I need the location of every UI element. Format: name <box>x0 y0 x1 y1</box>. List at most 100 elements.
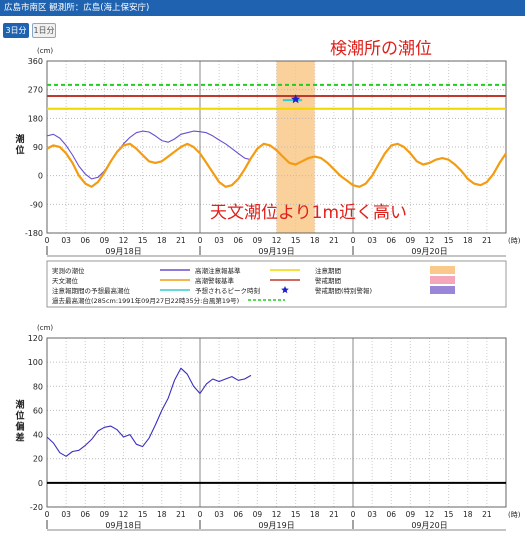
x-tick-label-1: 03 <box>61 236 71 245</box>
plot-frame <box>46 60 507 234</box>
date-label-0: 09月18日 <box>105 247 141 256</box>
x-tick-label-14: 18 <box>310 510 320 519</box>
date-label-0: 09月18日 <box>105 521 141 530</box>
x-unit-label: (時) <box>508 511 521 519</box>
x-tick-label-7: 21 <box>176 236 186 245</box>
legend-swatch-7 <box>281 286 289 294</box>
legend-label-4: 高潮警報基準 <box>195 276 235 285</box>
x-tick-label-17: 03 <box>367 510 377 519</box>
x-tick-label-12: 12 <box>272 236 282 245</box>
x-tick-label-8: 0 <box>198 236 203 245</box>
x-unit-label: (時) <box>508 237 521 245</box>
y-axis-title-char-2: 偏 <box>15 421 24 433</box>
x-tick-label-19: 09 <box>406 510 416 519</box>
legend-frame <box>46 260 507 308</box>
legend-label-2: 注意期間 <box>315 266 341 275</box>
y-tick-label-6: 360 <box>28 57 43 66</box>
x-tick-label-17: 03 <box>367 236 377 245</box>
y-axis-title-char-1: 位 <box>15 410 24 422</box>
x-tick-label-12: 12 <box>272 510 282 519</box>
y-tick-label-5: 80 <box>33 382 43 391</box>
x-tick-label-21: 15 <box>444 510 454 519</box>
x-tick-label-22: 18 <box>463 510 473 519</box>
series-line-0 <box>46 367 252 457</box>
x-tick-label-20: 12 <box>425 236 435 245</box>
x-tick-label-16: 0 <box>351 510 356 519</box>
legend-label-0: 実測の潮位 <box>52 266 85 275</box>
y-tick-label-5: 270 <box>28 86 43 95</box>
x-tick-label-11: 09 <box>253 236 263 245</box>
x-tick-label-3: 09 <box>100 236 110 245</box>
x-tick-label-1: 03 <box>61 510 71 519</box>
y-axis-title-char-0: 潮 <box>15 133 24 145</box>
legend-label-9: 過去最高潮位(285cm:1991年09月27日22時35分:台風第19号) <box>52 296 239 305</box>
x-tick-label-10: 06 <box>233 236 243 245</box>
legend-label-8: 警戒期間(特別警報) <box>315 286 372 295</box>
x-tick-label-23: 21 <box>482 236 492 245</box>
y-tick-label-2: 0 <box>38 172 43 181</box>
x-tick-label-7: 21 <box>176 510 186 519</box>
date-label-1: 09月19日 <box>258 521 294 530</box>
peak-star-marker <box>290 94 301 104</box>
station-header: 広島市南区 観測所：広島(海上保安庁) <box>0 0 525 16</box>
legend-label-3: 天文潮位 <box>52 276 79 285</box>
y-unit-label: (cm) <box>37 47 53 55</box>
y-tick-label-7: 120 <box>28 334 43 343</box>
x-tick-label-19: 09 <box>406 236 416 245</box>
legend-swatch-2 <box>430 266 455 274</box>
x-tick-label-6: 18 <box>157 510 167 519</box>
x-tick-label-15: 21 <box>329 236 339 245</box>
legend-label-7: 予想されるピーク時刻 <box>195 286 260 295</box>
legend-swatch-5 <box>430 276 455 284</box>
x-tick-label-9: 03 <box>214 236 224 245</box>
y-tick-label-6: 100 <box>28 358 43 367</box>
date-label-2: 09月20日 <box>411 247 447 256</box>
series-line-0 <box>46 130 252 180</box>
y-axis-title-char-1: 位 <box>15 144 24 156</box>
y-tick-label-3: 40 <box>33 431 43 440</box>
y-tick-label-3: 90 <box>33 143 43 152</box>
x-tick-label-9: 03 <box>214 510 224 519</box>
x-tick-label-5: 15 <box>138 510 148 519</box>
y-tick-label-4: 180 <box>28 114 43 123</box>
x-tick-label-18: 06 <box>386 236 396 245</box>
y-tick-label-0: -20 <box>30 503 43 512</box>
x-tick-label-5: 15 <box>138 236 148 245</box>
x-tick-label-14: 18 <box>310 236 320 245</box>
plot-frame <box>46 337 507 508</box>
y-tick-label-4: 60 <box>33 406 43 415</box>
x-tick-label-10: 06 <box>233 510 243 519</box>
legend-label-6: 注意報期間の予想最高潮位 <box>52 286 131 295</box>
x-tick-label-13: 15 <box>291 236 301 245</box>
legend-label-1: 高潮注意報基準 <box>195 266 241 275</box>
x-tick-label-18: 06 <box>386 510 396 519</box>
y-axis-title-char-0: 潮 <box>15 399 24 411</box>
y-axis-title-char-3: 差 <box>15 432 24 444</box>
x-tick-label-4: 12 <box>119 236 129 245</box>
x-tick-label-3: 09 <box>100 510 110 519</box>
x-tick-label-2: 06 <box>80 236 90 245</box>
x-tick-label-15: 21 <box>329 510 339 519</box>
annotation-0: 検潮所の潮位 <box>330 40 432 59</box>
x-tick-label-20: 12 <box>425 510 435 519</box>
y-unit-label: (cm) <box>37 324 53 332</box>
series-line-1 <box>46 142 507 188</box>
x-tick-label-22: 18 <box>463 236 473 245</box>
y-tick-label-0: -180 <box>25 229 43 238</box>
x-tick-label-13: 15 <box>291 510 301 519</box>
y-tick-label-2: 20 <box>33 455 43 464</box>
annotation-1: 天文潮位より1m近く高い <box>210 203 407 223</box>
legend-label-5: 警戒期間 <box>315 276 341 285</box>
x-tick-label-0: 0 <box>45 510 50 519</box>
x-tick-label-21: 15 <box>444 236 454 245</box>
tab-3-days[interactable]: 3日分 <box>3 23 29 38</box>
date-label-2: 09月20日 <box>411 521 447 530</box>
date-label-1: 09月19日 <box>258 247 294 256</box>
x-tick-label-6: 18 <box>157 236 167 245</box>
tab-1-day[interactable]: 1日分 <box>32 23 56 38</box>
x-tick-label-2: 06 <box>80 510 90 519</box>
y-tick-label-1: 0 <box>38 479 43 488</box>
x-tick-label-11: 09 <box>253 510 263 519</box>
